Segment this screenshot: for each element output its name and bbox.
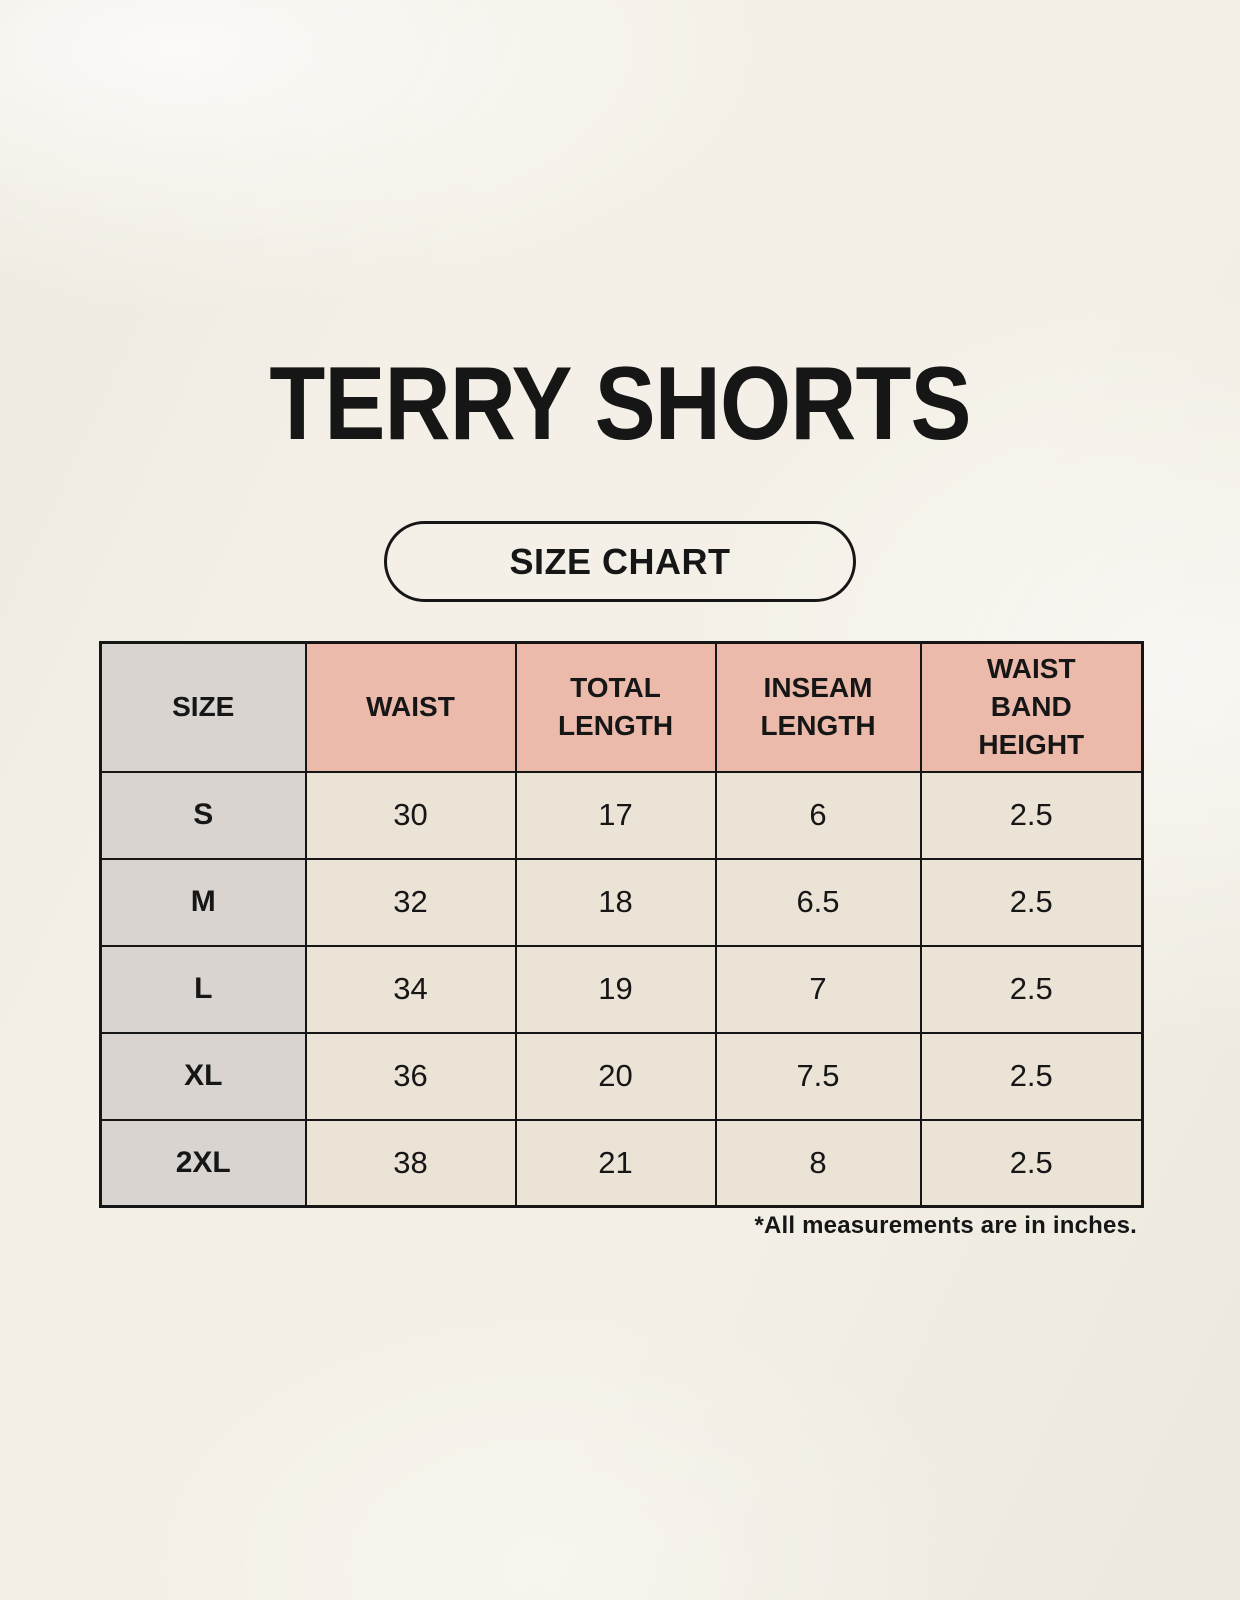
- size-table: SIZE WAIST TOTAL LENGTH INSEAM LENGTH WA…: [99, 641, 1144, 1208]
- total-length-value: 21: [514, 1118, 717, 1208]
- size-label: XL: [99, 1031, 307, 1121]
- table-row-s: S 30 17 6 2.5: [99, 770, 1144, 860]
- inseam-length-value: 8: [714, 1118, 922, 1208]
- column-header-total-length: TOTAL LENGTH: [514, 641, 717, 773]
- waist-value: 38: [304, 1118, 517, 1208]
- waist-band-height-value: 2.5: [919, 1031, 1144, 1121]
- total-length-value: 19: [514, 944, 717, 1034]
- waist-value: 30: [304, 770, 517, 860]
- table-row-m: M 32 18 6.5 2.5: [99, 857, 1144, 947]
- total-length-value: 17: [514, 770, 717, 860]
- column-header-inseam-length: INSEAM LENGTH: [714, 641, 922, 773]
- table-header-row: SIZE WAIST TOTAL LENGTH INSEAM LENGTH WA…: [99, 641, 1144, 773]
- size-label: 2XL: [99, 1118, 307, 1208]
- table-row-l: L 34 19 7 2.5: [99, 944, 1144, 1034]
- size-chart-button-label: SIZE CHART: [509, 540, 731, 582]
- waist-band-height-value: 2.5: [919, 1118, 1144, 1208]
- size-chart-button[interactable]: SIZE CHART: [384, 521, 856, 602]
- column-header-waist: WAIST: [304, 641, 517, 773]
- waist-band-height-value: 2.5: [919, 770, 1144, 860]
- page-title: TERRY SHORTS: [269, 346, 971, 462]
- size-label: L: [99, 944, 307, 1034]
- inseam-length-value: 6: [714, 770, 922, 860]
- waist-value: 36: [304, 1031, 517, 1121]
- waist-band-height-value: 2.5: [919, 857, 1144, 947]
- inseam-length-value: 7: [714, 944, 922, 1034]
- size-label: S: [99, 770, 307, 860]
- total-length-value: 20: [514, 1031, 717, 1121]
- inseam-length-value: 7.5: [714, 1031, 922, 1121]
- waist-value: 32: [304, 857, 517, 947]
- column-header-size: SIZE: [99, 641, 307, 773]
- size-label: M: [99, 857, 307, 947]
- measurements-footnote: *All measurements are in inches.: [754, 1212, 1137, 1239]
- inseam-length-value: 6.5: [714, 857, 922, 947]
- total-length-value: 18: [514, 857, 717, 947]
- waist-value: 34: [304, 944, 517, 1034]
- waist-band-height-value: 2.5: [919, 944, 1144, 1034]
- table-row-2xl: 2XL 38 21 8 2.5: [99, 1118, 1144, 1208]
- table-row-xl: XL 36 20 7.5 2.5: [99, 1031, 1144, 1121]
- column-header-waist-band-height: WAIST BAND HEIGHT: [919, 641, 1144, 773]
